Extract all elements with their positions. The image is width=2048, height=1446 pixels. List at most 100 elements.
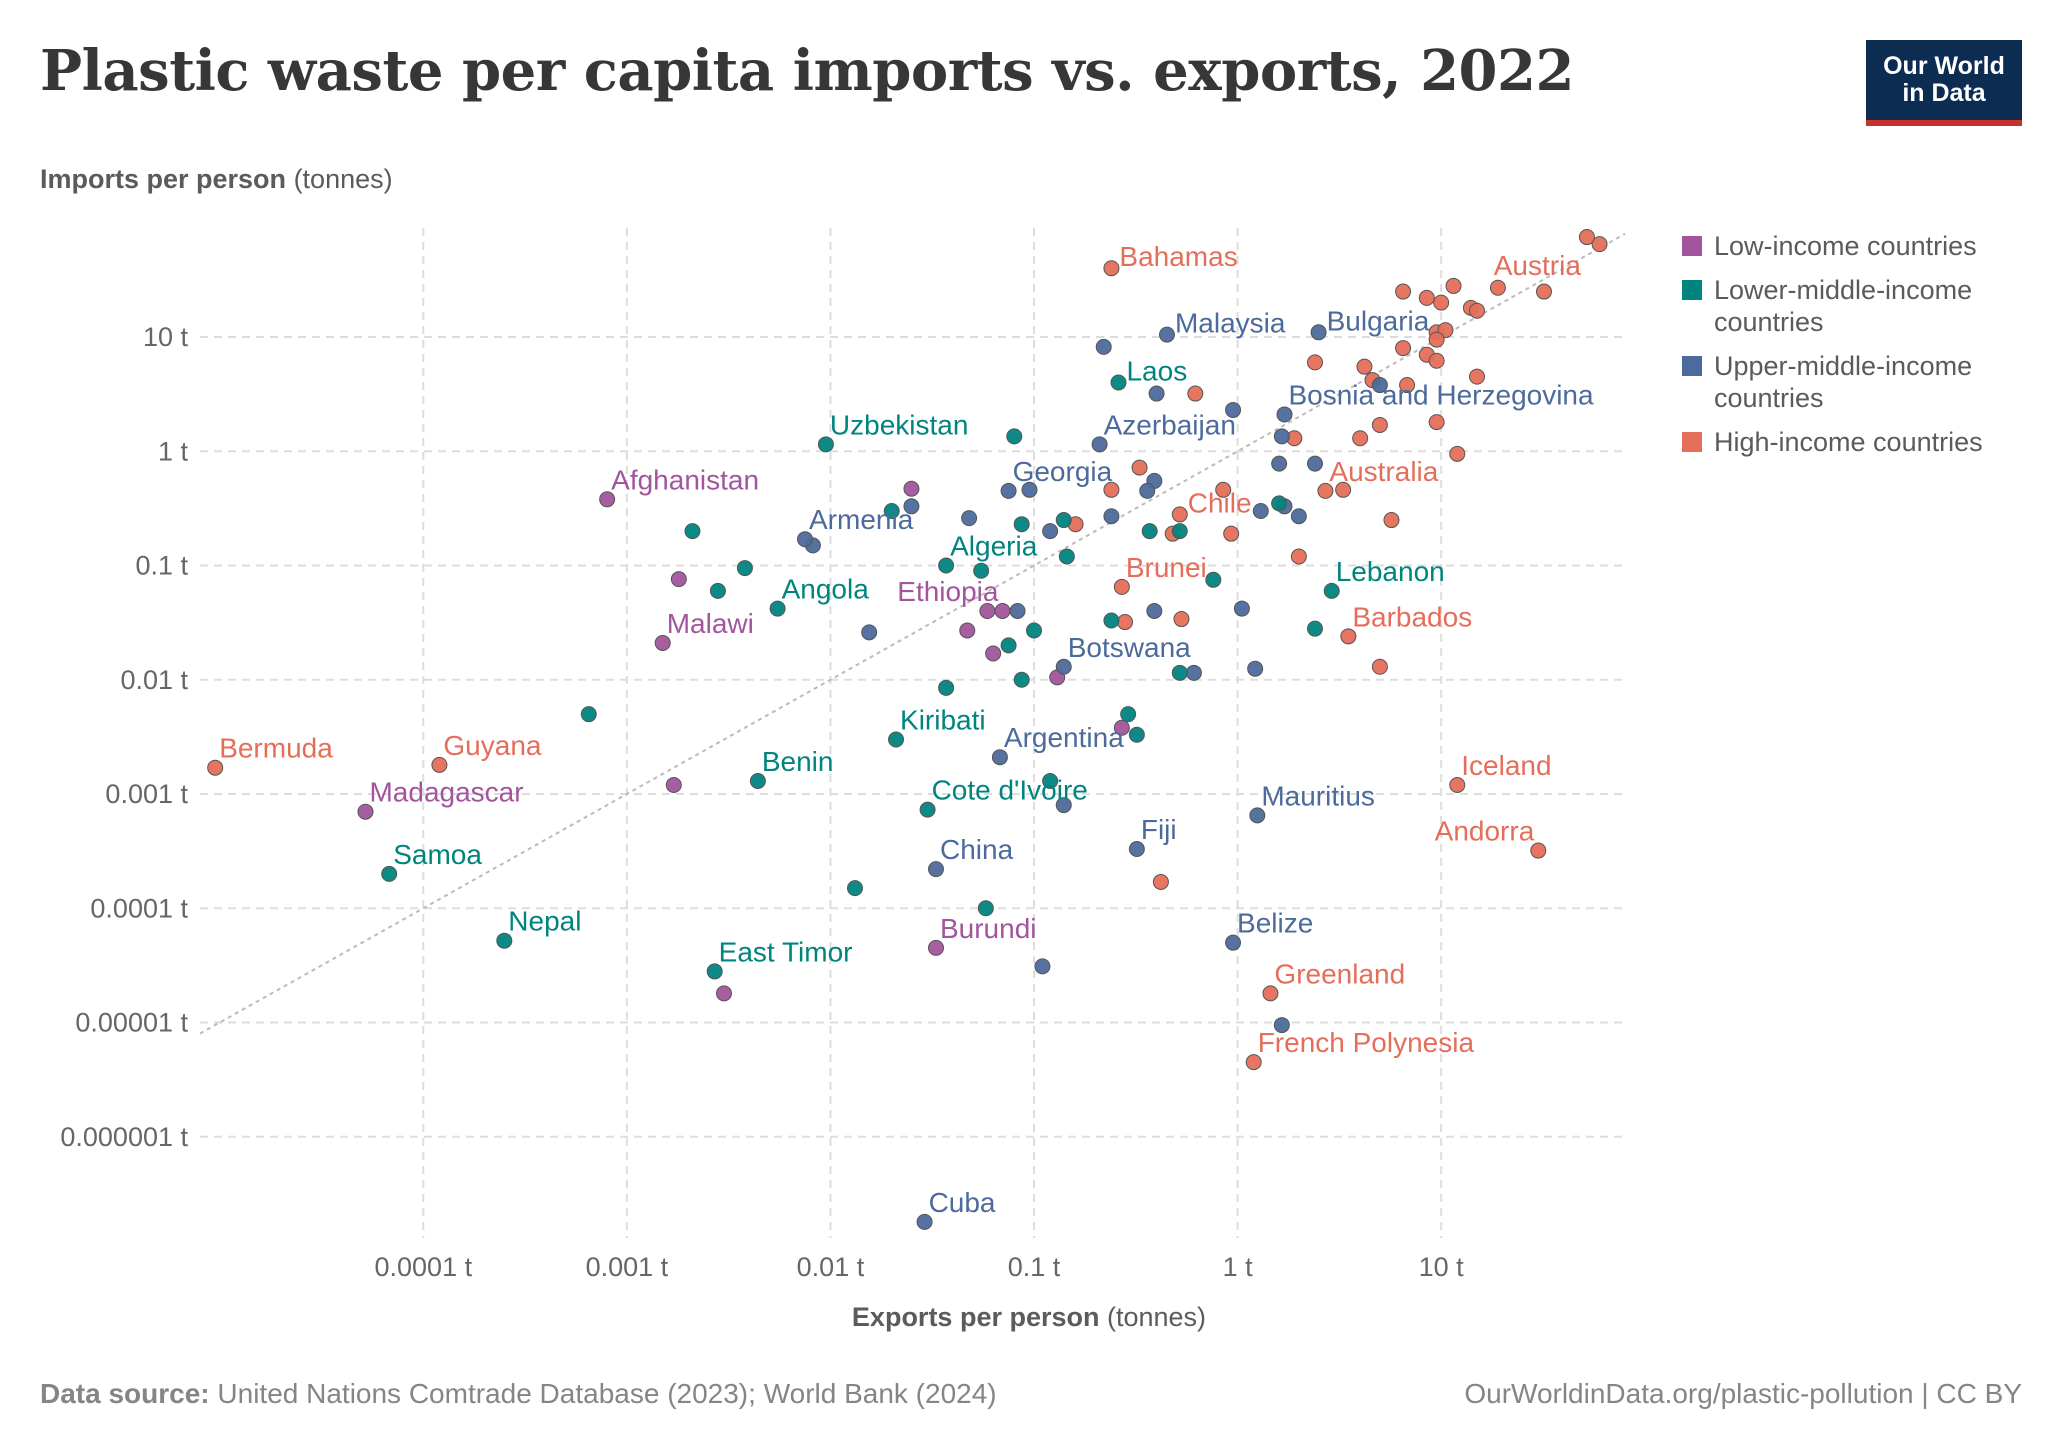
data-point[interactable] <box>977 900 994 917</box>
data-point[interactable] <box>1371 377 1388 394</box>
data-point-iceland[interactable] <box>1449 776 1466 793</box>
legend-item-lower-middle[interactable]: Lower-middle-income countries <box>1682 274 2022 338</box>
data-point[interactable] <box>684 523 701 540</box>
data-point-kiribati[interactable] <box>888 731 905 748</box>
data-point[interactable] <box>1152 873 1169 890</box>
data-point[interactable] <box>1131 459 1148 476</box>
data-point[interactable] <box>1009 602 1026 619</box>
data-point[interactable] <box>973 562 990 579</box>
data-point[interactable] <box>1117 614 1134 631</box>
data-point[interactable] <box>1273 1017 1290 1034</box>
data-point[interactable] <box>580 706 597 723</box>
data-point[interactable] <box>1141 523 1158 540</box>
data-point[interactable] <box>1428 352 1445 369</box>
data-point-uzbekistan[interactable] <box>817 436 834 453</box>
data-point[interactable] <box>1013 671 1030 688</box>
data-point[interactable] <box>1395 340 1412 357</box>
data-point[interactable] <box>1418 289 1435 306</box>
data-point[interactable] <box>861 624 878 641</box>
data-point[interactable] <box>903 480 920 497</box>
data-point[interactable] <box>1171 523 1188 540</box>
data-point-algeria[interactable] <box>938 557 955 574</box>
data-point[interactable] <box>1383 512 1400 529</box>
data-point[interactable] <box>715 985 732 1002</box>
legend-item-low[interactable]: Low-income countries <box>1682 230 2022 262</box>
data-point[interactable] <box>709 582 726 599</box>
data-point-malawi[interactable] <box>654 634 671 651</box>
data-point-belize[interactable] <box>1225 934 1242 951</box>
source-url[interactable]: OurWorldinData.org/plastic-pollution | C… <box>1464 1378 2022 1409</box>
data-point-azerbaijan[interactable] <box>1091 436 1108 453</box>
data-point[interactable] <box>1026 622 1043 639</box>
data-point[interactable] <box>1171 664 1188 681</box>
data-point[interactable] <box>1021 481 1038 498</box>
data-point-greenland[interactable] <box>1262 985 1279 1002</box>
owid-logo[interactable]: Our World in Data <box>1866 40 2022 126</box>
data-point[interactable] <box>1225 401 1242 418</box>
data-point[interactable] <box>1113 719 1130 736</box>
data-point[interactable] <box>1356 358 1373 375</box>
data-point-cuba[interactable] <box>916 1213 933 1230</box>
data-point[interactable] <box>1306 455 1323 472</box>
data-point[interactable] <box>1034 958 1051 975</box>
data-point-malaysia[interactable] <box>1158 326 1175 343</box>
data-point[interactable] <box>1371 416 1388 433</box>
data-point[interactable] <box>1445 277 1462 294</box>
data-point[interactable] <box>665 776 682 793</box>
data-point-samoa[interactable] <box>381 865 398 882</box>
data-point[interactable] <box>1428 331 1445 348</box>
data-point[interactable] <box>1103 612 1120 629</box>
data-point-laos[interactable] <box>1110 374 1127 391</box>
data-point-nepal[interactable] <box>496 932 513 949</box>
data-point[interactable] <box>961 510 978 527</box>
data-point-mauritius[interactable] <box>1249 807 1266 824</box>
data-point[interactable] <box>1233 600 1250 617</box>
data-point-bahamas[interactable] <box>1103 260 1120 277</box>
data-point[interactable] <box>1058 548 1075 565</box>
data-point[interactable] <box>846 880 863 897</box>
data-point[interactable] <box>1399 377 1416 394</box>
data-point[interactable] <box>1103 481 1120 498</box>
data-point[interactable] <box>1273 428 1290 445</box>
data-point[interactable] <box>1187 385 1204 402</box>
data-point[interactable] <box>1535 283 1552 300</box>
data-point[interactable] <box>1146 602 1163 619</box>
legend-item-upper-middle[interactable]: Upper-middle-income countries <box>1682 350 2022 414</box>
data-point[interactable] <box>1591 236 1608 253</box>
data-point[interactable] <box>1271 455 1288 472</box>
data-point[interactable] <box>1139 482 1156 499</box>
data-point-bermuda[interactable] <box>207 759 224 776</box>
data-point-guyana[interactable] <box>431 756 448 773</box>
data-point[interactable] <box>1013 516 1030 533</box>
data-point[interactable] <box>1469 302 1486 319</box>
data-point[interactable] <box>938 679 955 696</box>
data-point[interactable] <box>1335 481 1352 498</box>
data-point[interactable] <box>1371 658 1388 675</box>
data-point-burundi[interactable] <box>927 939 944 956</box>
data-point[interactable] <box>1352 430 1369 447</box>
data-point-bulgaria[interactable] <box>1310 324 1327 341</box>
data-point-angola[interactable] <box>769 600 786 617</box>
data-point-cote-d-ivoire[interactable] <box>919 801 936 818</box>
data-point[interactable] <box>1006 428 1023 445</box>
data-point[interactable] <box>1433 294 1450 311</box>
data-point-armenia[interactable] <box>797 531 814 548</box>
data-point-benin[interactable] <box>749 773 766 790</box>
data-point[interactable] <box>1223 525 1240 542</box>
data-point-madagascar[interactable] <box>357 803 374 820</box>
data-point-east-timor[interactable] <box>706 963 723 980</box>
data-point[interactable] <box>1306 620 1323 637</box>
legend-item-high[interactable]: High-income countries <box>1682 426 2022 458</box>
data-point[interactable] <box>1120 706 1137 723</box>
data-point-afghanistan[interactable] <box>599 491 616 508</box>
data-point[interactable] <box>985 645 1002 662</box>
data-point-bosnia-and-herzegovina[interactable] <box>1276 406 1293 423</box>
data-point-ethiopia[interactable] <box>994 602 1011 619</box>
data-point[interactable] <box>1306 354 1323 371</box>
data-point[interactable] <box>1185 664 1202 681</box>
data-point[interactable] <box>1128 726 1145 743</box>
data-point-china[interactable] <box>927 861 944 878</box>
data-point[interactable] <box>1095 338 1112 355</box>
data-point-botswana[interactable] <box>1055 658 1072 675</box>
data-point-brunei[interactable] <box>1113 578 1130 595</box>
